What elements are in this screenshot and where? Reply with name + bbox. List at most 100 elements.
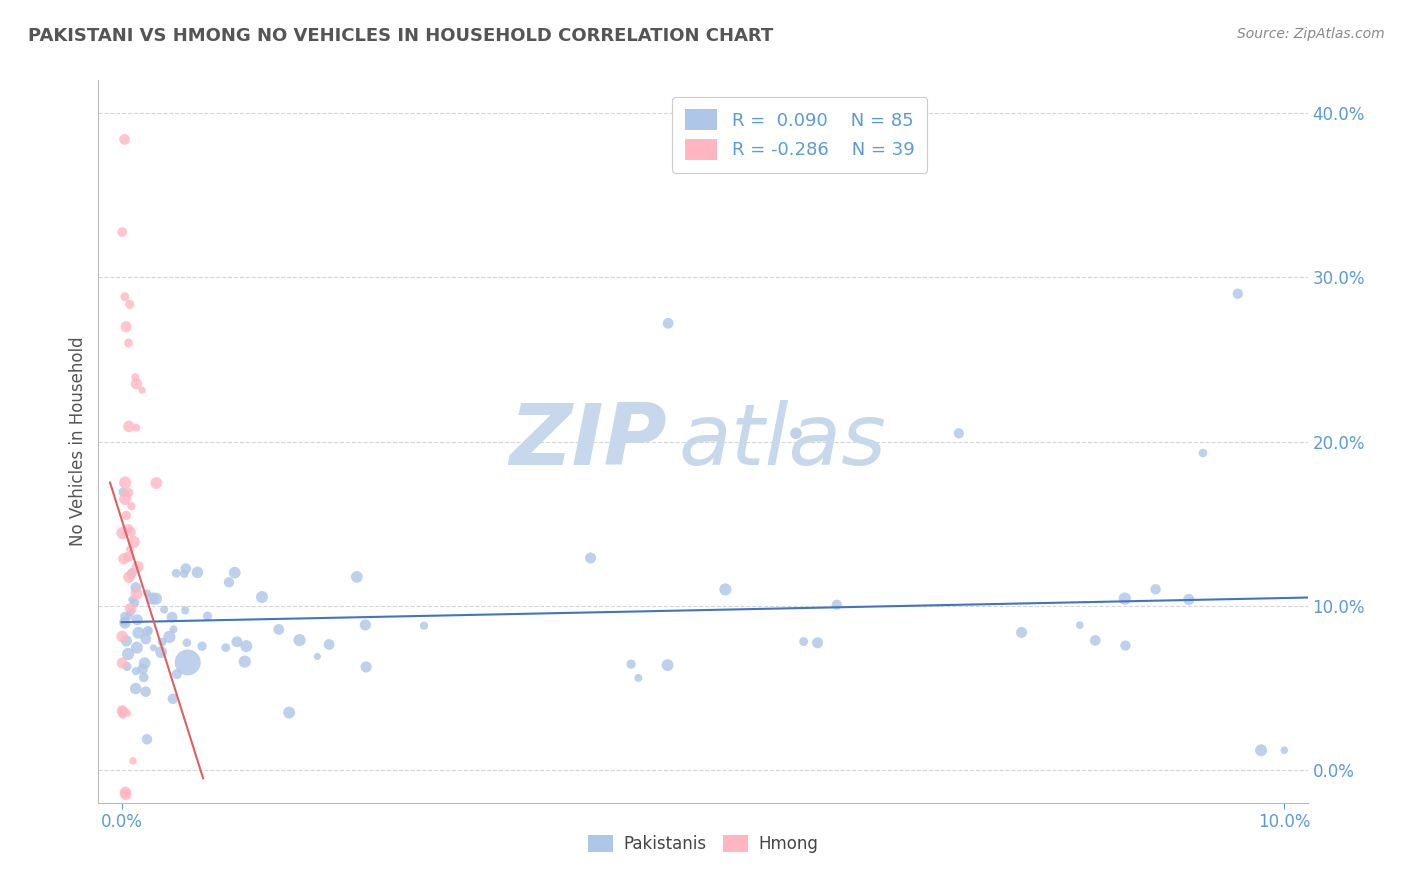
Point [114, 290, 136, 304]
Text: Source: ZipAtlas.com: Source: ZipAtlas.com [1237, 27, 1385, 41]
Point [806, 636, 828, 650]
Text: atlas: atlas [679, 400, 887, 483]
Point [1192, 446, 1215, 460]
Point [176, 656, 198, 670]
Point [288, 633, 311, 648]
Point [115, 319, 138, 334]
Point [226, 634, 249, 648]
Point [117, 335, 139, 350]
Point [112, 551, 135, 566]
Point [191, 639, 214, 653]
Point [793, 634, 815, 648]
Point [948, 426, 970, 441]
Point [114, 132, 136, 146]
Point [124, 596, 146, 610]
Point [1144, 582, 1167, 597]
Point [117, 706, 139, 720]
Point [136, 732, 159, 747]
Point [825, 598, 848, 612]
Point [118, 419, 141, 434]
Point [235, 639, 257, 653]
Point [141, 591, 163, 606]
Point [114, 475, 136, 490]
Point [233, 655, 256, 669]
Point [250, 590, 273, 604]
Point [1178, 592, 1201, 607]
Text: PAKISTANI VS HMONG NO VEHICLES IN HOUSEHOLD CORRELATION CHART: PAKISTANI VS HMONG NO VEHICLES IN HOUSEH… [28, 27, 773, 45]
Point [124, 370, 146, 384]
Point [153, 602, 176, 616]
Point [150, 645, 173, 659]
Point [785, 426, 807, 441]
Point [118, 609, 141, 624]
Point [224, 566, 246, 580]
Point [127, 560, 149, 574]
Point [166, 667, 188, 681]
Point [131, 384, 153, 398]
Point [1011, 625, 1033, 640]
Point [1084, 633, 1107, 648]
Point [111, 704, 134, 718]
Point [579, 550, 602, 565]
Point [218, 575, 240, 590]
Point [122, 534, 145, 549]
Point [318, 637, 340, 651]
Point [145, 476, 167, 491]
Point [135, 684, 157, 698]
Point [125, 421, 148, 435]
Point [354, 660, 377, 674]
Point [346, 570, 368, 584]
Point [413, 618, 436, 632]
Point [117, 522, 139, 536]
Point [132, 670, 155, 684]
Point [120, 524, 142, 539]
Point [125, 664, 148, 678]
Point [115, 508, 138, 523]
Point [135, 632, 157, 646]
Point [120, 499, 142, 513]
Point [176, 636, 198, 650]
Legend: Pakistanis, Hmong: Pakistanis, Hmong [582, 828, 824, 860]
Point [197, 609, 219, 624]
Point [215, 640, 238, 655]
Point [174, 562, 197, 576]
Point [267, 623, 290, 637]
Point [112, 484, 135, 499]
Text: ZIP: ZIP [509, 400, 666, 483]
Point [114, 486, 136, 500]
Point [120, 601, 142, 615]
Point [657, 316, 679, 330]
Point [134, 656, 156, 670]
Point [1250, 743, 1272, 757]
Point [122, 754, 145, 768]
Point [121, 592, 143, 607]
Point [138, 624, 160, 638]
Point [657, 658, 679, 673]
Point [118, 549, 141, 564]
Point [117, 647, 139, 661]
Point [160, 610, 183, 624]
Point [157, 630, 180, 644]
Point [114, 491, 136, 506]
Point [118, 570, 141, 584]
Point [118, 485, 141, 500]
Point [714, 582, 737, 597]
Point [121, 566, 143, 580]
Point [127, 625, 149, 640]
Point [354, 618, 377, 632]
Point [278, 706, 301, 720]
Point [136, 624, 159, 638]
Point [1272, 743, 1295, 757]
Point [162, 623, 184, 637]
Point [120, 605, 142, 619]
Point [115, 633, 138, 648]
Point [111, 630, 134, 644]
Point [1226, 286, 1249, 301]
Y-axis label: No Vehicles in Household: No Vehicles in Household [69, 336, 87, 547]
Point [118, 542, 141, 557]
Point [120, 567, 142, 582]
Point [125, 581, 148, 595]
Point [125, 587, 148, 601]
Point [131, 662, 153, 676]
Point [142, 640, 165, 655]
